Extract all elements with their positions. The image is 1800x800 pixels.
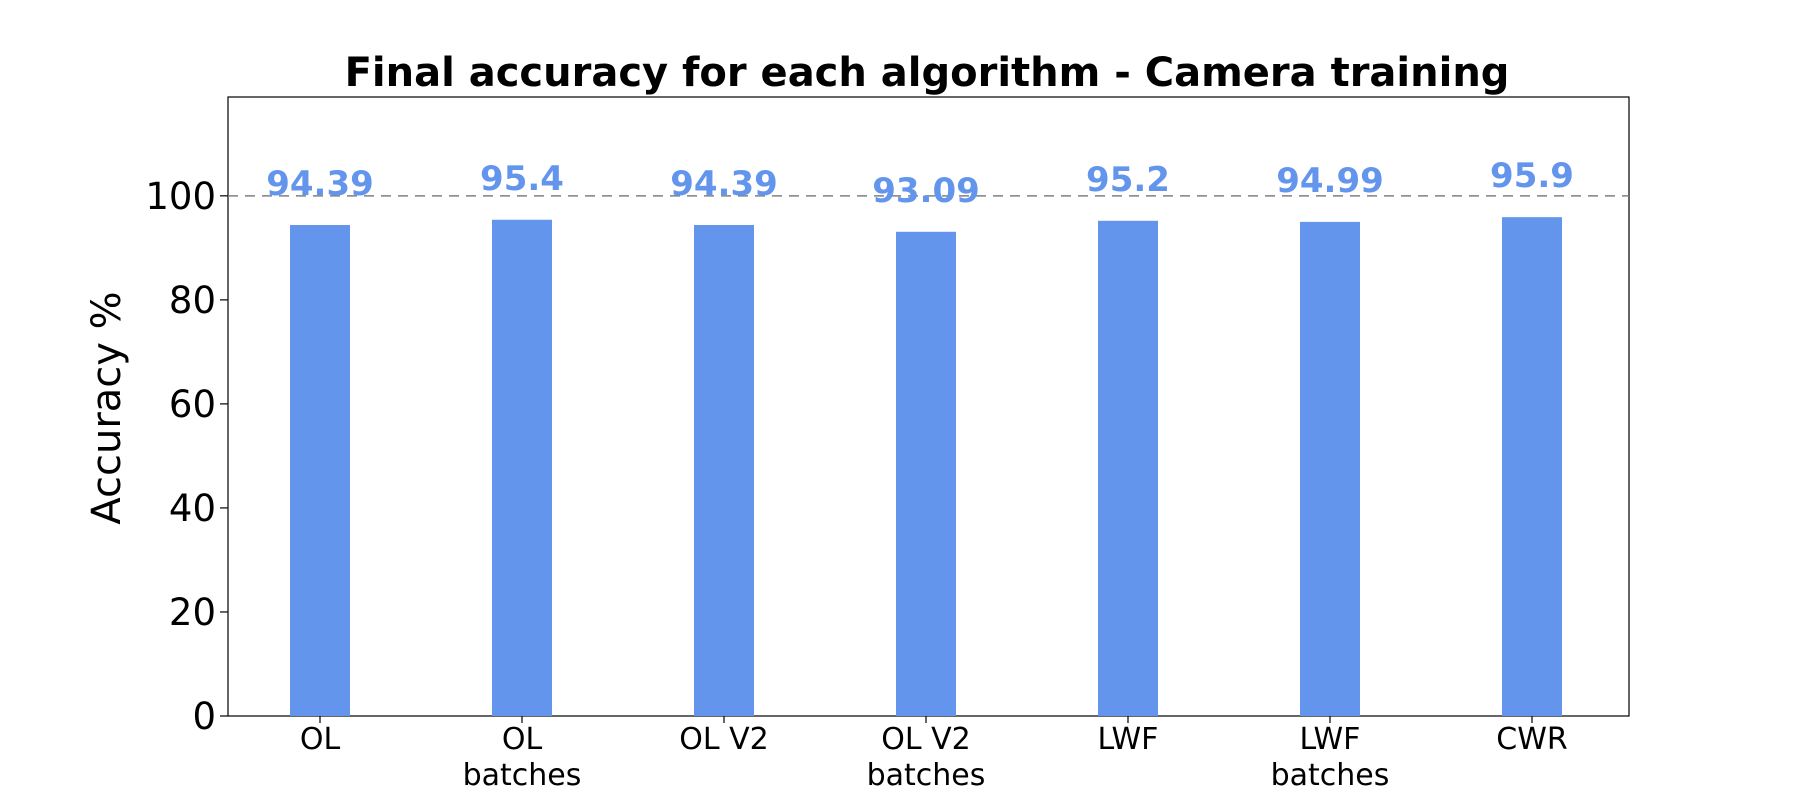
bar [492, 219, 552, 717]
y-tick-label: 60 [169, 383, 216, 426]
bar [1502, 217, 1562, 717]
x-tick-label: batches [867, 758, 986, 793]
x-tick-label: LWF [1300, 722, 1361, 757]
chart-title: Final accuracy for each algorithm - Came… [345, 50, 1510, 96]
bar [1098, 220, 1158, 717]
bar [290, 225, 350, 716]
bar-value-label: 94.39 [670, 164, 778, 204]
bar-value-label: 95.2 [1086, 160, 1170, 200]
y-tick-label: 100 [145, 175, 216, 218]
bar [896, 231, 956, 716]
bar-value-label: 95.9 [1490, 156, 1574, 196]
bar-value-label: 95.4 [480, 159, 564, 199]
x-tick-label: CWR [1496, 722, 1567, 757]
y-tick-label: 0 [192, 695, 216, 738]
x-tick-label: batches [1271, 758, 1390, 793]
y-tick-label: 80 [169, 279, 216, 322]
x-tick-label: OL [300, 722, 341, 757]
bar-value-label: 93.09 [872, 171, 980, 211]
bar [1300, 221, 1360, 717]
bar [694, 225, 754, 716]
x-tick-label: OL V2 [881, 722, 970, 757]
x-tick-label: batches [463, 758, 582, 793]
y-tick-label: 20 [169, 591, 216, 634]
bar-value-label: 94.39 [266, 164, 374, 204]
y-axis-label: Accuracy % [84, 291, 130, 524]
x-tick-label: OL [502, 722, 543, 757]
x-tick-label: LWF [1098, 722, 1159, 757]
y-tick-label: 40 [169, 487, 216, 530]
x-tick-label: OL V2 [679, 722, 768, 757]
bar-value-label: 94.99 [1276, 161, 1384, 201]
